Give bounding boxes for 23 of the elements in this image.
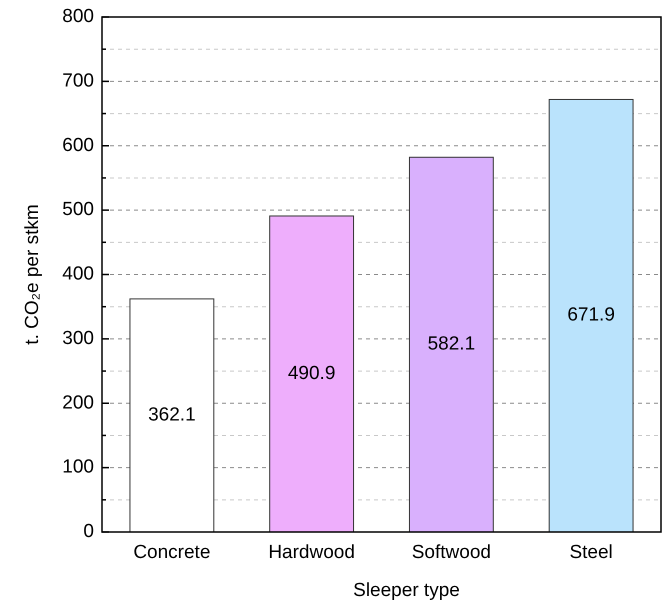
data-label: 582.1 xyxy=(428,334,476,355)
data-label: 671.9 xyxy=(567,304,615,326)
bar xyxy=(269,215,354,532)
bar xyxy=(548,98,634,532)
x-axis-title: Sleeper type xyxy=(353,580,460,601)
y-tick-label: 0 xyxy=(83,521,94,542)
bar xyxy=(129,298,214,532)
y-tick-label: 800 xyxy=(62,6,94,28)
x-tick-label: Steel xyxy=(569,542,613,563)
y-tick-label: 400 xyxy=(62,264,94,285)
y-tick-label: 200 xyxy=(62,392,94,414)
y-axis-title: t. CO₂e per stkm xyxy=(22,204,43,345)
y-tick-label: 600 xyxy=(62,134,94,156)
x-tick-label: Concrete xyxy=(133,542,210,563)
data-label: 490.9 xyxy=(288,363,336,384)
x-tick-label: Softwood xyxy=(412,542,491,563)
y-tick-label: 500 xyxy=(62,199,94,220)
y-tick-label: 100 xyxy=(62,456,94,478)
x-tick-label: Hardwood xyxy=(268,542,355,563)
bar xyxy=(408,156,494,532)
data-label: 362.1 xyxy=(148,404,196,426)
y-tick-label: 300 xyxy=(62,328,94,349)
y-tick-label: 700 xyxy=(62,70,94,92)
